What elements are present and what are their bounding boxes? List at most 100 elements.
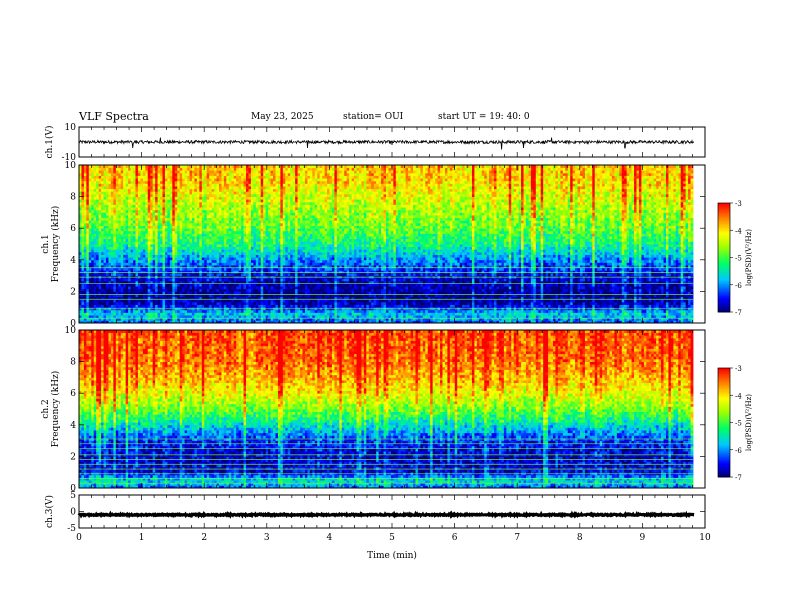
heatmap-cell (116, 305, 119, 308)
heatmap-cell (163, 257, 166, 260)
heatmap-cell (101, 270, 104, 273)
heatmap-cell (244, 315, 247, 318)
heatmap-cell (126, 228, 129, 231)
heatmap-cell (121, 273, 124, 276)
heatmap-cell (94, 186, 97, 189)
heatmap-cell (197, 215, 200, 218)
heatmap-cell (138, 207, 141, 210)
heatmap-cell (212, 212, 215, 215)
heatmap-cell (229, 241, 232, 244)
heatmap-cell (180, 260, 183, 263)
heatmap-cell (116, 207, 119, 210)
heatmap-cell (84, 218, 87, 221)
heatmap-cell (150, 310, 153, 313)
heatmap-cell (253, 255, 256, 258)
heatmap-cell (148, 215, 151, 218)
heatmap-cell (234, 199, 237, 202)
heatmap-cell (221, 170, 224, 173)
heatmap-cell (207, 302, 210, 305)
heatmap-cell (106, 236, 109, 239)
heatmap-cell (263, 223, 266, 226)
heatmap-cell (187, 218, 190, 221)
heatmap-cell (234, 223, 237, 226)
heatmap-cell (271, 186, 274, 189)
heatmap-cell (163, 178, 166, 181)
heatmap-cell (86, 207, 89, 210)
heatmap-cell (226, 233, 229, 236)
heatmap-cell (94, 289, 97, 292)
heatmap-cell (167, 228, 170, 231)
heatmap-cell (221, 233, 224, 236)
heatmap-cell (258, 273, 261, 276)
heatmap-cell (258, 170, 261, 173)
heatmap-cell (99, 168, 102, 171)
heatmap-cell (111, 191, 114, 194)
heatmap-cell (214, 170, 217, 173)
heatmap-cell (251, 299, 254, 302)
heatmap-cell (91, 173, 94, 176)
heatmap-cell (204, 299, 207, 302)
heatmap-cell (167, 218, 170, 221)
heatmap-cell (172, 247, 175, 250)
heatmap-cell (190, 183, 193, 186)
heatmap-cell (271, 226, 274, 229)
heatmap-cell (258, 270, 261, 273)
heatmap-cell (280, 191, 283, 194)
heatmap-cell (165, 176, 168, 179)
heatmap-cell (278, 215, 281, 218)
heatmap-cell (263, 207, 266, 210)
heatmap-cell (118, 228, 121, 231)
heatmap-cell (108, 207, 111, 210)
heatmap-cell (86, 286, 89, 289)
heatmap-cell (165, 286, 168, 289)
heatmap-cell (187, 315, 190, 318)
heatmap-cell (128, 247, 131, 250)
heatmap-cell (104, 205, 107, 208)
heatmap-cell (106, 181, 109, 184)
heatmap-cell (128, 226, 131, 229)
heatmap-cell (209, 286, 212, 289)
heatmap-cell (271, 286, 274, 289)
heatmap-cell (84, 186, 87, 189)
heatmap-cell (121, 210, 124, 213)
heatmap-cell (197, 202, 200, 205)
heatmap-cell (231, 291, 234, 294)
heatmap-cell (187, 291, 190, 294)
heatmap-cell (217, 310, 220, 313)
heatmap-cell (118, 257, 121, 260)
heatmap-cell (163, 212, 166, 215)
heatmap-cell (283, 302, 286, 305)
heatmap-cell (263, 262, 266, 265)
heatmap-cell (140, 205, 143, 208)
heatmap-cell (150, 268, 153, 271)
heatmap-cell (108, 260, 111, 263)
heatmap-cell (145, 220, 148, 223)
heatmap-cell (190, 186, 193, 189)
heatmap-cell (177, 255, 180, 258)
heatmap-cell (229, 233, 232, 236)
heatmap-cell (190, 218, 193, 221)
heatmap-cell (111, 262, 114, 265)
heatmap-cell (214, 273, 217, 276)
heatmap-cell (101, 226, 104, 229)
heatmap-cell (84, 176, 87, 179)
heatmap-cell (104, 181, 107, 184)
heatmap-cell (275, 310, 278, 313)
heatmap-cell (244, 284, 247, 287)
heatmap-cell (209, 170, 212, 173)
heatmap-cell (165, 207, 168, 210)
heatmap-cell (229, 268, 232, 271)
heatmap-cell (91, 228, 94, 231)
heatmap-cell (261, 178, 264, 181)
heatmap-cell (126, 312, 129, 315)
heatmap-cell (86, 228, 89, 231)
heatmap-cell (140, 233, 143, 236)
heatmap-cell (261, 310, 264, 313)
heatmap-cell (170, 236, 173, 239)
heatmap-cell (167, 231, 170, 234)
heatmap-cell (204, 289, 207, 292)
heatmap-cell (150, 239, 153, 242)
heatmap-cell (175, 257, 178, 260)
heatmap-cell (236, 207, 239, 210)
heatmap-cell (224, 173, 227, 176)
